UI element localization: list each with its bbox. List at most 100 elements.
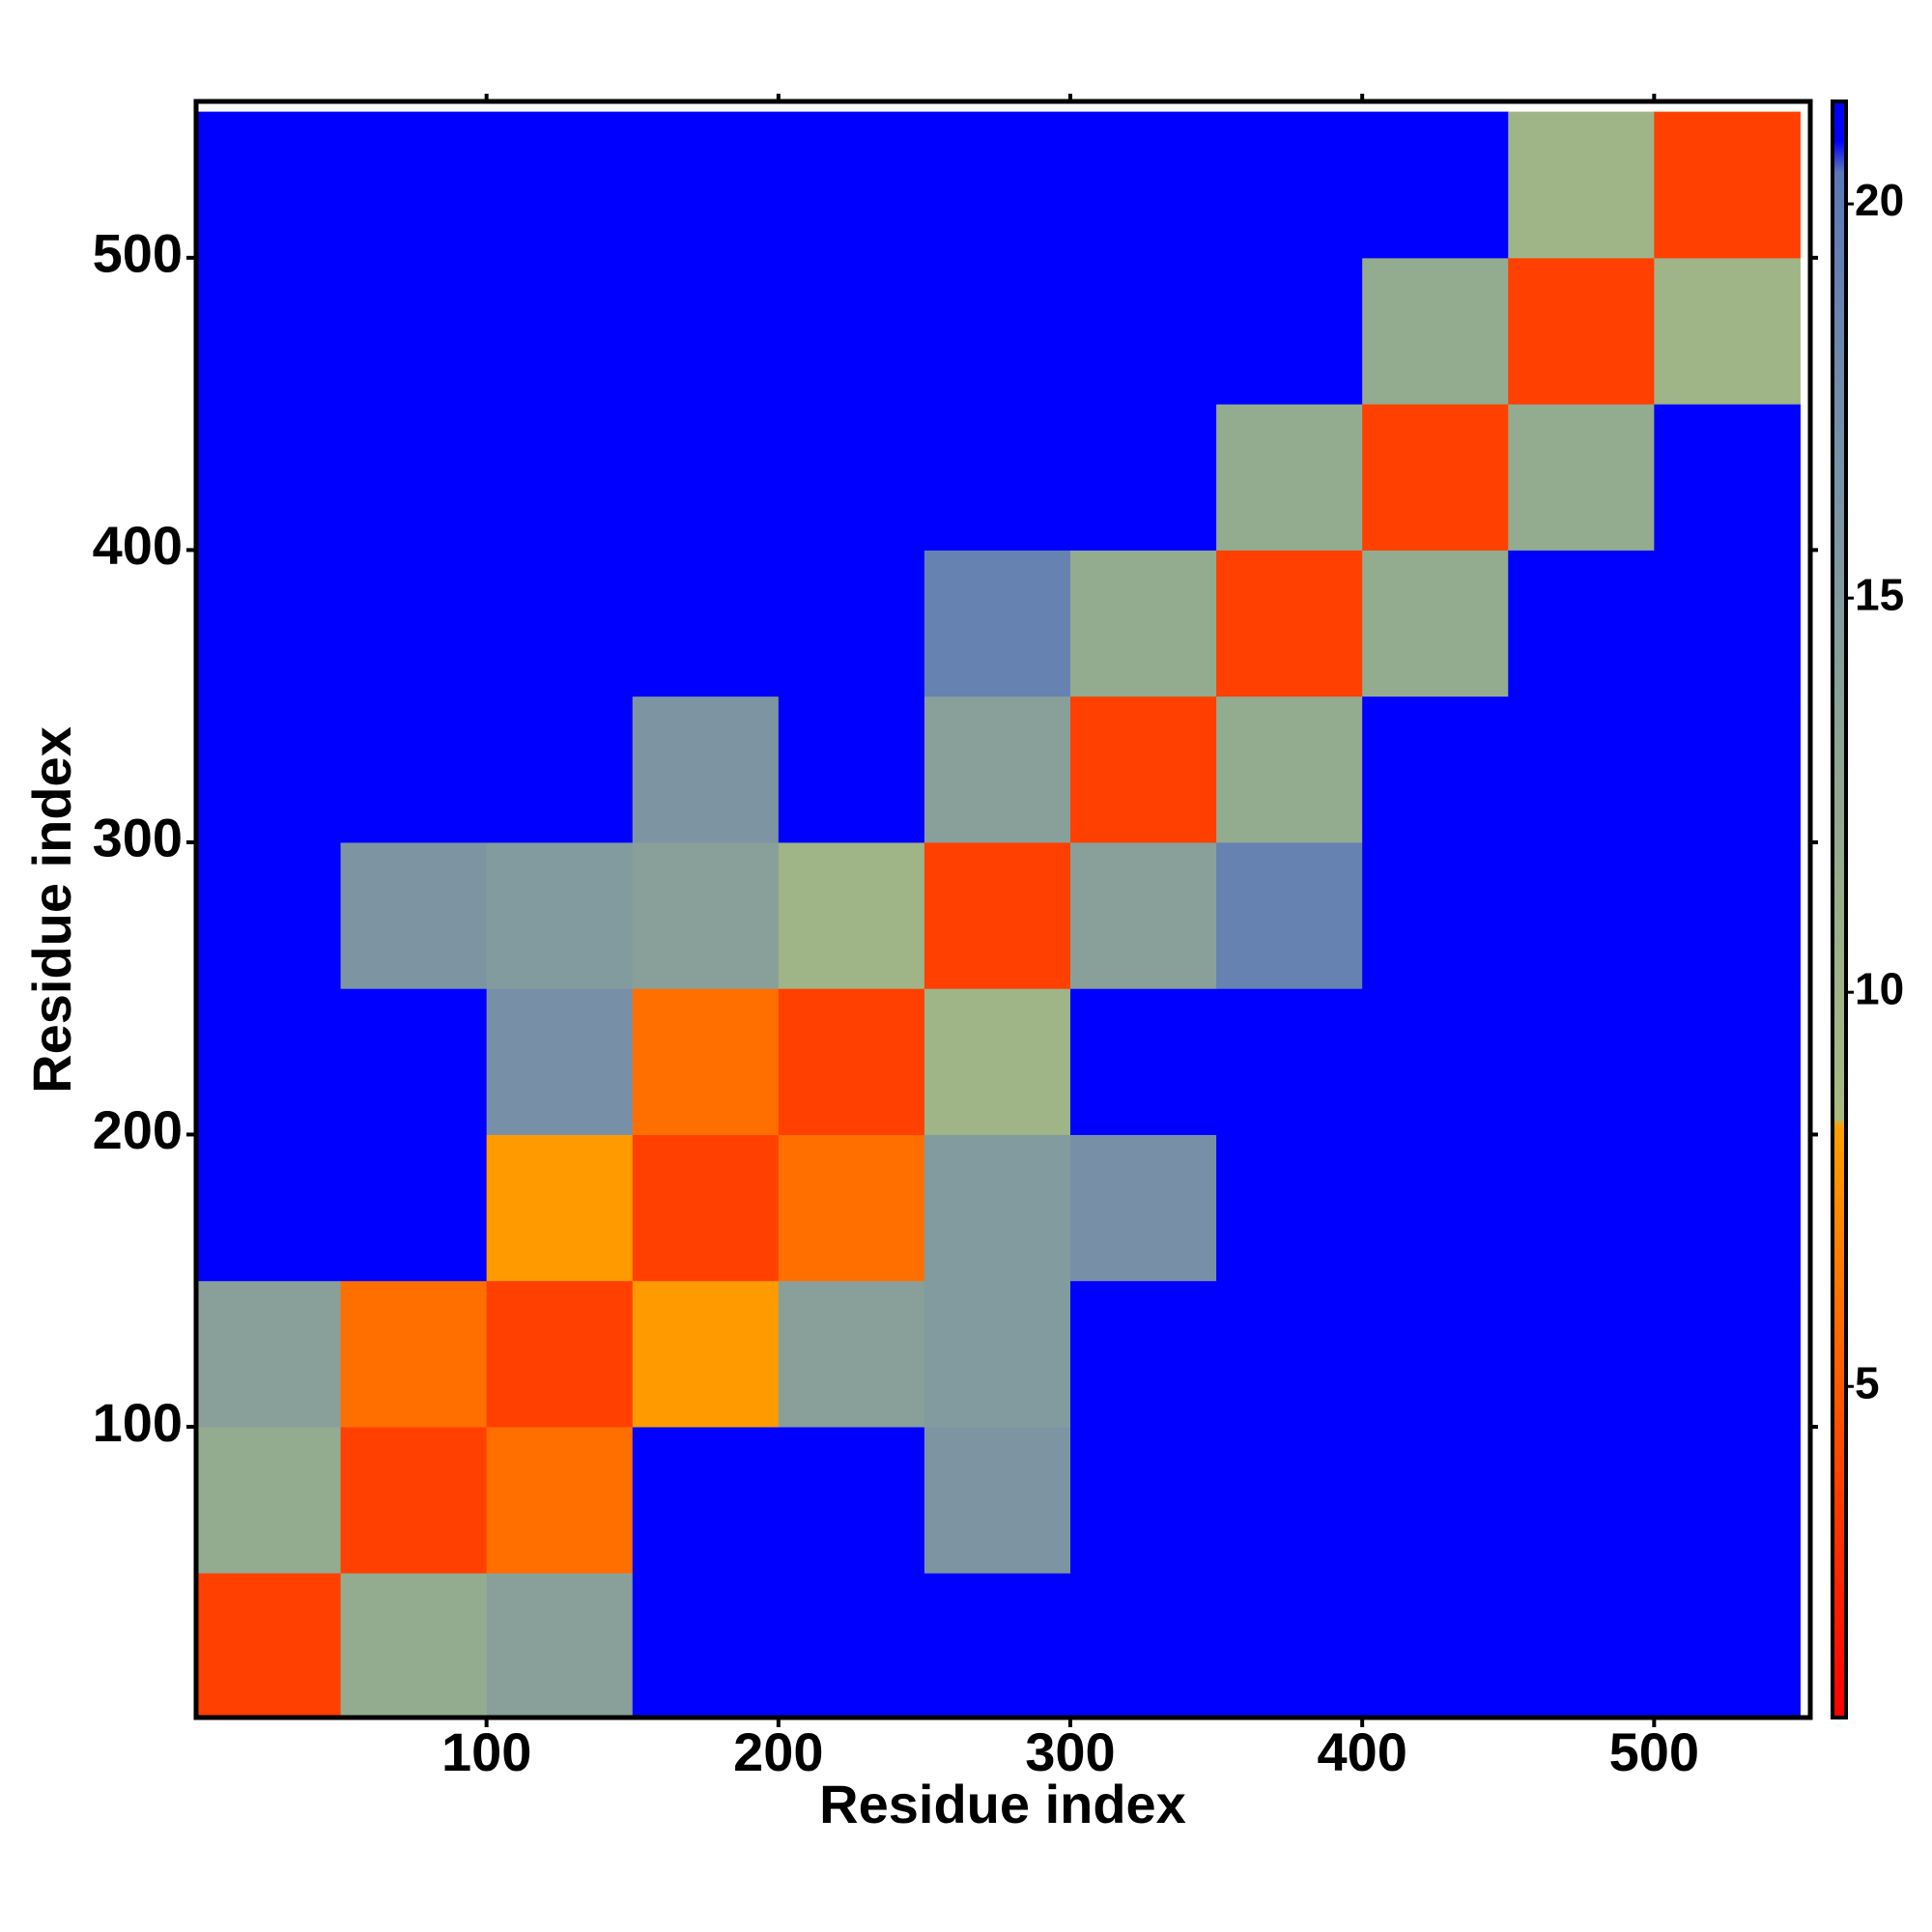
heatmap-cell — [486, 841, 634, 989]
heatmap-cell — [1216, 111, 1363, 259]
heatmap-cell — [1654, 1134, 1801, 1282]
y-tick-label: 200 — [93, 1099, 183, 1160]
x-tick-label: 100 — [441, 1721, 531, 1782]
heatmap-cell — [1654, 841, 1801, 989]
heatmap-cell — [340, 550, 488, 697]
heatmap-cell — [778, 841, 925, 989]
heatmap-cell — [1508, 1426, 1655, 1574]
heatmap-cell — [1362, 111, 1509, 259]
heatmap-cell — [923, 1573, 1071, 1718]
heatmap-cell — [778, 1426, 925, 1574]
colorbar-tick-label: 15 — [1855, 569, 1904, 619]
heatmap-cell — [1216, 1134, 1363, 1282]
heatmap-cell — [1362, 1134, 1509, 1282]
heatmap-cell — [1216, 696, 1363, 843]
heatmap-cell — [1362, 1426, 1509, 1574]
heatmap-cell — [778, 404, 925, 551]
heatmap-cell — [196, 550, 342, 697]
heatmap-cell — [1654, 1573, 1801, 1718]
heatmap-cell — [196, 1573, 342, 1718]
heatmap-cell — [1069, 1134, 1217, 1282]
colorbar-tick-label: 10 — [1855, 963, 1904, 1013]
heatmap-cell — [340, 1280, 488, 1428]
heatmap-cell — [632, 111, 780, 259]
heatmap-cell — [1069, 1426, 1217, 1574]
heatmap-cell — [340, 257, 488, 405]
heatmap-cell — [778, 988, 925, 1135]
heatmap-cell — [923, 111, 1071, 259]
heatmap-cell — [1069, 111, 1217, 259]
heatmap-cell — [340, 1573, 488, 1718]
heatmap-cell — [923, 988, 1071, 1135]
heatmap-cell — [340, 1426, 488, 1574]
heatmap-cell — [778, 550, 925, 697]
heatmap-cell — [1508, 841, 1655, 989]
heatmap-cell — [778, 696, 925, 843]
heatmap-cell — [923, 1280, 1071, 1428]
heatmap-cell — [1508, 257, 1655, 405]
heatmap-cell — [632, 257, 780, 405]
heatmap-cell — [1216, 1573, 1363, 1718]
heatmap-cell — [1216, 257, 1363, 405]
colorbar-tick-label: 5 — [1855, 1357, 1880, 1407]
heatmap-cell — [1362, 404, 1509, 551]
heatmap-cell — [196, 111, 342, 259]
heatmap-cell — [1508, 404, 1655, 551]
heatmap-cell — [196, 841, 342, 989]
heatmap-cell — [1654, 111, 1801, 259]
heatmap-cell — [196, 404, 342, 551]
heatmap — [196, 111, 1801, 1718]
heatmap-cell — [923, 550, 1071, 697]
heatmap-cell — [1069, 1280, 1217, 1428]
heatmap-cell — [1069, 257, 1217, 405]
heatmap-cell — [1362, 841, 1509, 989]
heatmap-cell — [486, 1426, 634, 1574]
heatmap-cell — [486, 1280, 634, 1428]
heatmap-cell — [1216, 550, 1363, 697]
heatmap-cell — [923, 841, 1071, 989]
heatmap-cell — [778, 257, 925, 405]
heatmap-cell — [340, 841, 488, 989]
heatmap-cell — [340, 1134, 488, 1282]
y-tick-label: 500 — [93, 223, 183, 284]
heatmap-cell — [340, 696, 488, 843]
heatmap-cell — [1508, 1134, 1655, 1282]
heatmap-cell — [196, 1280, 342, 1428]
heatmap-cell — [1069, 1573, 1217, 1718]
heatmap-cell — [923, 257, 1071, 405]
heatmap-cell — [1654, 696, 1801, 843]
heatmap-cell — [778, 1134, 925, 1282]
heatmap-cell — [1216, 841, 1363, 989]
heatmap-cell — [778, 1573, 925, 1718]
heatmap-cell — [923, 404, 1071, 551]
heatmap-cell — [1654, 257, 1801, 405]
heatmap-cell — [632, 550, 780, 697]
heatmap-cell — [1508, 696, 1655, 843]
heatmap-cell — [1216, 988, 1363, 1135]
heatmap-cell — [1508, 988, 1655, 1135]
heatmap-cell — [486, 111, 634, 259]
heatmap-cell — [778, 1280, 925, 1428]
heatmap-cell — [1216, 404, 1363, 551]
heatmap-cell — [923, 696, 1071, 843]
x-tick-label: 200 — [733, 1721, 823, 1782]
heatmap-cell — [1216, 1426, 1363, 1574]
plot-border — [193, 99, 1813, 1720]
heatmap-cell — [1654, 404, 1801, 551]
heatmap-cell — [340, 111, 488, 259]
heatmap-cell — [632, 404, 780, 551]
heatmap-cell — [1216, 1280, 1363, 1428]
heatmap-cell — [632, 1280, 780, 1428]
heatmap-cell — [1362, 1573, 1509, 1718]
heatmap-cell — [632, 1134, 780, 1282]
heatmap-cell — [632, 1573, 780, 1718]
x-tick-label: 400 — [1317, 1721, 1406, 1782]
heatmap-cell — [1069, 404, 1217, 551]
heatmap-cell — [1654, 1426, 1801, 1574]
heatmap-cell — [1069, 988, 1217, 1135]
x-tick-label: 500 — [1609, 1721, 1699, 1782]
heatmap-cell — [1362, 696, 1509, 843]
y-tick-label: 400 — [93, 515, 183, 576]
heatmap-cell — [486, 1134, 634, 1282]
